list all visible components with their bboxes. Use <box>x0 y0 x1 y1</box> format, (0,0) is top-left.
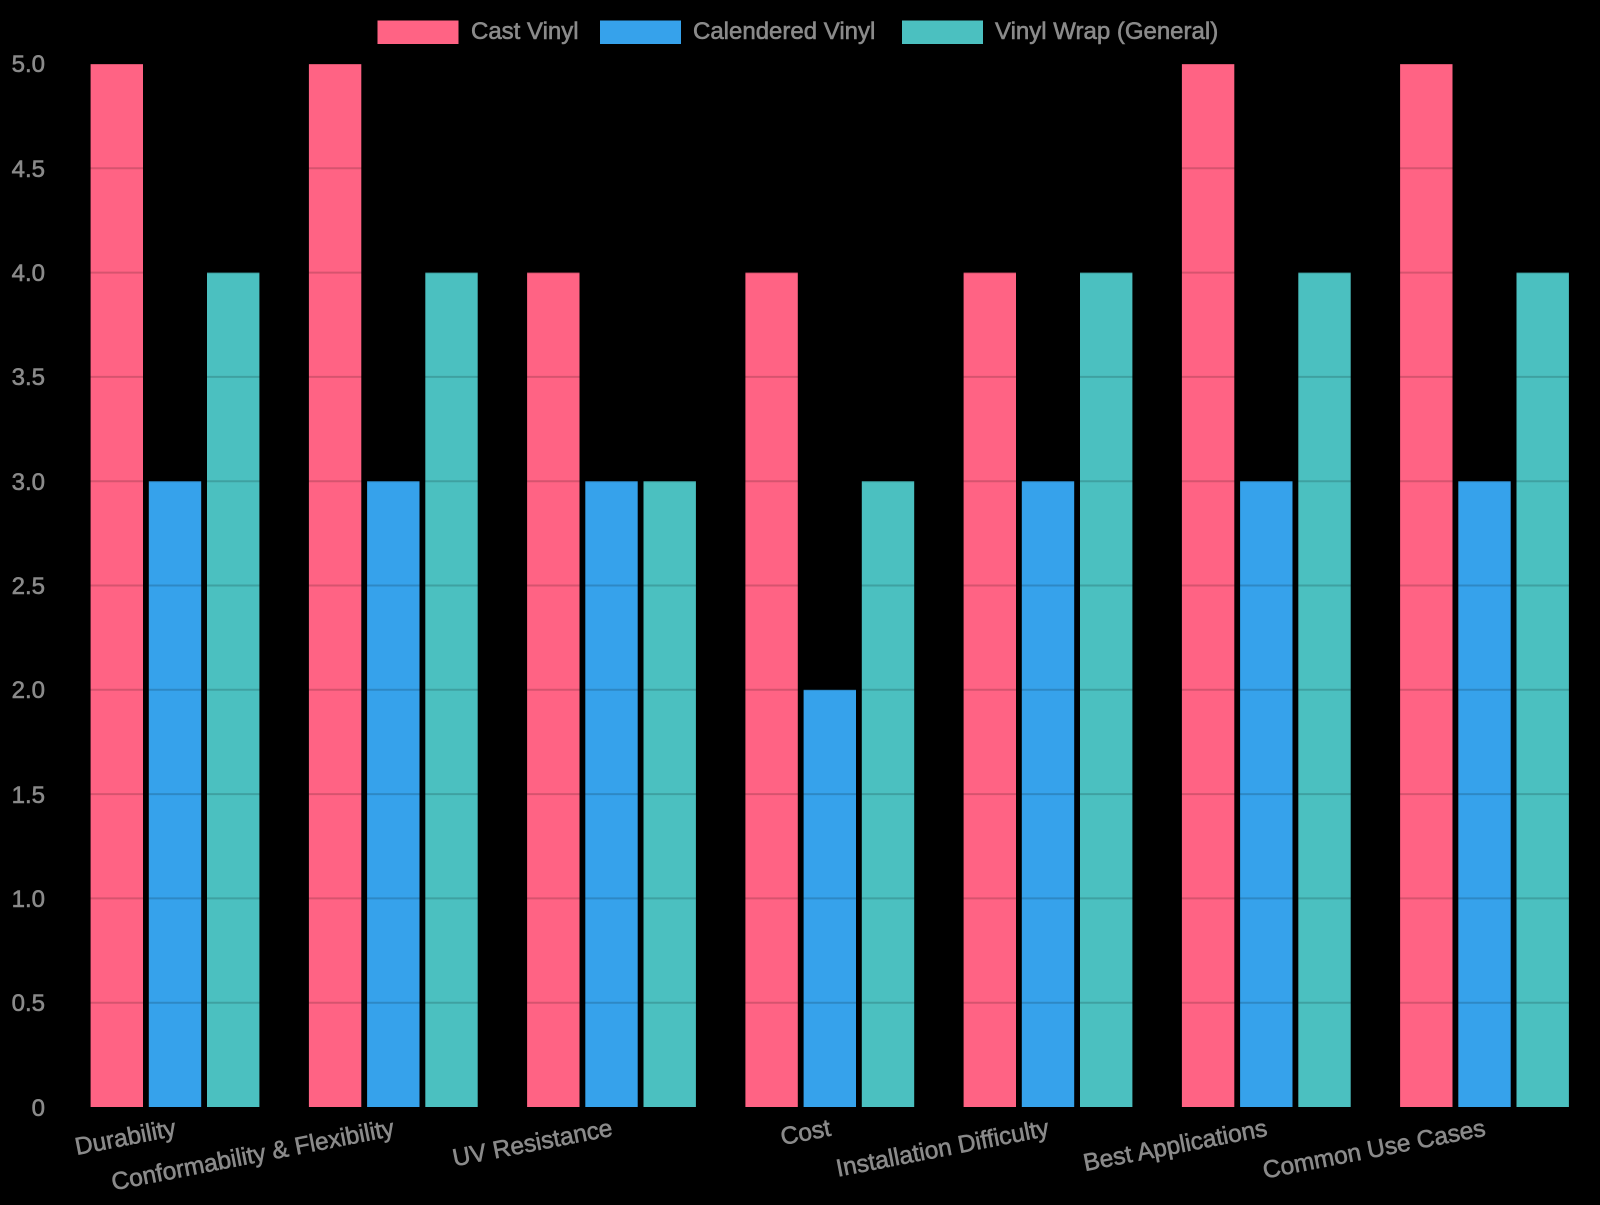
svg-text:1.0: 1.0 <box>12 886 45 913</box>
svg-text:4.0: 4.0 <box>12 260 45 287</box>
svg-text:Calendered Vinyl: Calendered Vinyl <box>693 18 875 45</box>
svg-text:2.0: 2.0 <box>12 677 45 704</box>
svg-text:2.5: 2.5 <box>12 573 45 600</box>
svg-text:1.5: 1.5 <box>12 782 45 809</box>
svg-text:Vinyl Wrap (General): Vinyl Wrap (General) <box>995 18 1218 45</box>
svg-text:Cast Vinyl: Cast Vinyl <box>471 18 579 45</box>
svg-text:0.5: 0.5 <box>12 990 45 1017</box>
svg-text:4.5: 4.5 <box>12 156 45 183</box>
svg-text:5.0: 5.0 <box>12 51 45 78</box>
svg-text:3.5: 3.5 <box>12 364 45 391</box>
svg-text:0: 0 <box>32 1095 45 1122</box>
svg-text:3.0: 3.0 <box>12 469 45 496</box>
svg-text:Cost: Cost <box>778 1115 833 1151</box>
